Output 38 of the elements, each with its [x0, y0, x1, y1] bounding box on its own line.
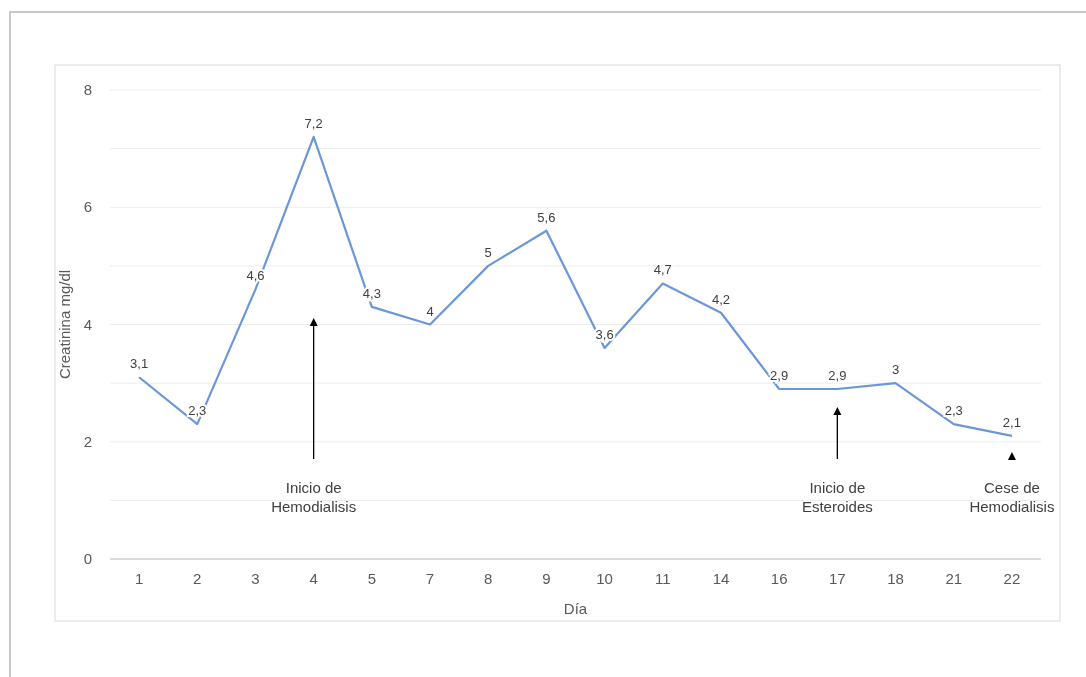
x-tick-label: 16 [770, 570, 788, 587]
x-tick-label: 9 [542, 570, 551, 587]
data-label: 2,1 [1002, 414, 1021, 430]
x-tick-label: 4 [309, 570, 318, 587]
x-axis-title: Día [563, 600, 588, 617]
data-label: 3 [891, 362, 900, 378]
x-tick-label: 17 [829, 570, 846, 587]
y-tick-label: 4 [83, 315, 92, 333]
y-tick-label: 0 [83, 550, 92, 567]
data-label: 7,2 [304, 115, 323, 131]
x-tick-label: 5 [367, 570, 377, 587]
y-tick-label: 8 [83, 81, 92, 98]
x-tick-label: 22 [1003, 570, 1021, 587]
data-label: 5,6 [537, 209, 556, 225]
data-label: 4,2 [711, 291, 731, 307]
x-tick-label: 21 [945, 570, 963, 587]
x-tick-label: 7 [425, 570, 435, 587]
annotation: Inicio de Esteroides [801, 479, 873, 515]
data-label: 5 [484, 244, 492, 260]
x-tick-label: 8 [484, 570, 493, 587]
data-label: 2,3 [944, 403, 963, 419]
y-tick-label: 6 [83, 198, 92, 216]
x-tick-label: 14 [712, 570, 730, 587]
data-label: 2,9 [770, 367, 789, 383]
data-label: 4,7 [653, 262, 672, 278]
data-label: 2,9 [828, 367, 847, 383]
y-tick-label: 2 [83, 432, 92, 450]
x-tick-label: 2 [193, 570, 202, 587]
data-label: 4 [426, 303, 434, 319]
x-tick-label: 1 [134, 570, 144, 587]
y-axis-title: Creatinina mg/dl [56, 269, 73, 380]
annotation: Cese de Hemodialisis [969, 479, 1055, 515]
x-tick-label: 11 [654, 570, 671, 587]
annotation: Inicio de Hemodialisis [271, 479, 357, 515]
x-tick-label: 18 [887, 570, 904, 587]
x-tick-label: 10 [596, 570, 613, 587]
x-tick-label: 3 [251, 570, 260, 587]
data-label: 3,1 [130, 356, 149, 372]
